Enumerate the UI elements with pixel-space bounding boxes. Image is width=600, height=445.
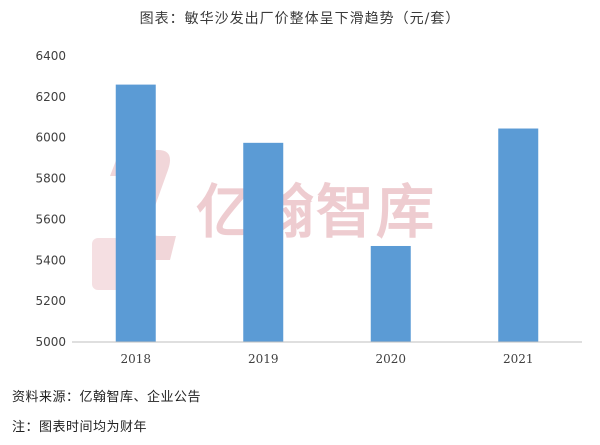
watermark-text: 亿翰智库: [196, 178, 437, 246]
bar-2021: [498, 128, 539, 342]
x-tick-label: 2020: [375, 352, 406, 366]
bar-2020: [370, 245, 411, 342]
chart-title: 图表：敏华沙发出厂价整体呈下滑趋势（元/套）: [139, 11, 461, 27]
x-axis: 2018 2019 2020 2021: [120, 352, 533, 366]
y-axis: 5000 5200 5400 5600 5800 6000 6200 6400: [35, 49, 66, 349]
bars: [115, 84, 539, 342]
bar-2019: [243, 142, 284, 342]
y-tick-label: 6400: [35, 49, 66, 63]
x-tick-label: 2018: [120, 352, 151, 366]
x-tick-label: 2021: [503, 352, 534, 366]
y-tick-label: 6200: [35, 90, 66, 104]
bar-2018: [115, 84, 156, 342]
y-tick-label: 5000: [35, 335, 66, 349]
x-tick-label: 2019: [248, 352, 279, 366]
source-note: 资料来源：亿翰智库、企业公告: [12, 390, 202, 405]
y-tick-label: 5400: [35, 253, 66, 267]
y-tick-label: 5800: [35, 172, 66, 186]
y-tick-label: 6000: [35, 131, 66, 145]
y-tick-label: 5600: [35, 212, 66, 226]
period-note: 注：图表时间均为财年: [12, 420, 148, 435]
y-tick-label: 5200: [35, 294, 66, 308]
